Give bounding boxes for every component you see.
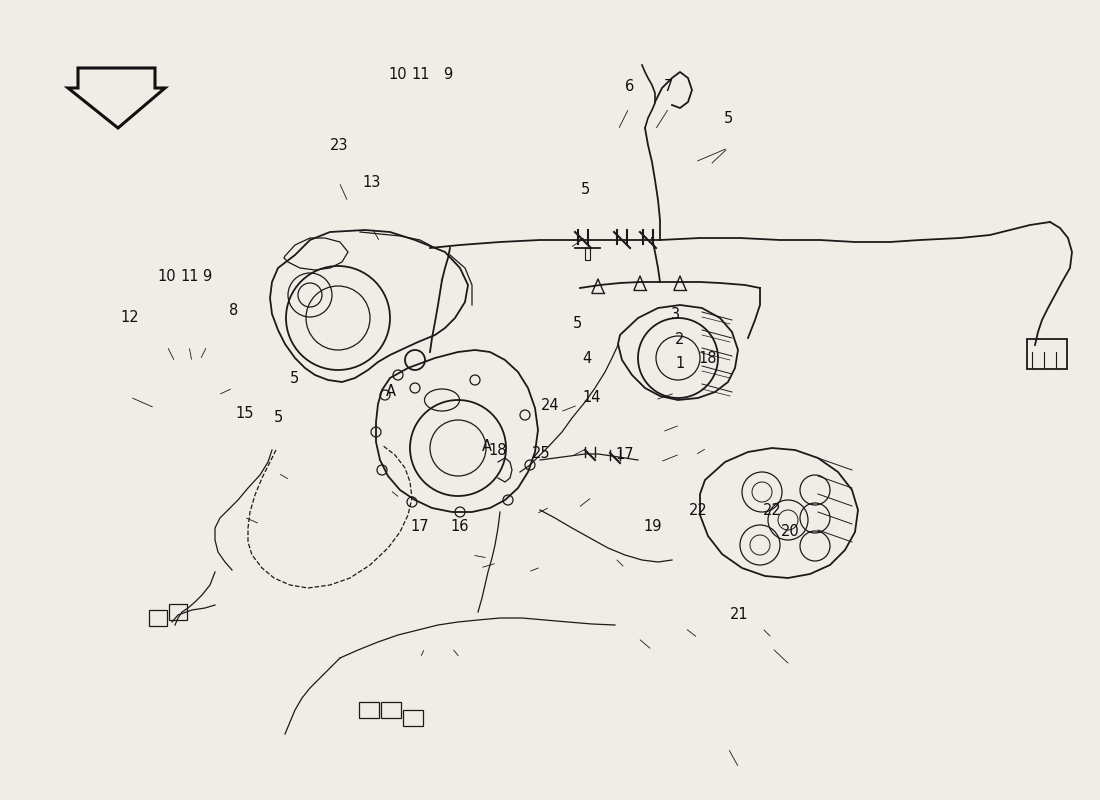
Text: 10: 10	[158, 270, 176, 284]
Text: A: A	[385, 385, 396, 399]
Text: 22: 22	[762, 503, 782, 518]
Text: 24: 24	[541, 398, 559, 413]
Text: 25: 25	[532, 446, 550, 461]
Text: 10: 10	[389, 67, 407, 82]
Text: 18: 18	[488, 443, 506, 458]
Text: 4: 4	[583, 351, 592, 366]
Text: 1: 1	[675, 357, 684, 371]
Text: 23: 23	[330, 138, 348, 153]
Text: 19: 19	[644, 519, 661, 534]
Text: 21: 21	[730, 607, 748, 622]
Text: 17: 17	[616, 447, 634, 462]
Text: 9: 9	[202, 270, 211, 284]
Text: 13: 13	[363, 175, 381, 190]
Text: 11: 11	[180, 270, 198, 284]
Text: 16: 16	[451, 519, 469, 534]
Text: 15: 15	[235, 406, 253, 421]
Text: 20: 20	[780, 525, 800, 539]
Text: 5: 5	[274, 410, 283, 425]
Text: 3: 3	[671, 307, 680, 322]
Text: 8: 8	[229, 303, 238, 318]
Text: A: A	[482, 439, 493, 454]
Text: 2: 2	[675, 333, 684, 347]
Text: 14: 14	[583, 390, 601, 405]
Text: 7: 7	[664, 79, 673, 94]
Text: 5: 5	[581, 182, 590, 197]
Text: 22: 22	[689, 503, 708, 518]
Text: 17: 17	[411, 519, 429, 534]
Text: 5: 5	[290, 371, 299, 386]
Text: 18: 18	[698, 351, 716, 366]
Text: 9: 9	[443, 67, 452, 82]
Text: 5: 5	[724, 111, 733, 126]
Text: 5: 5	[573, 317, 582, 331]
Text: 6: 6	[625, 79, 634, 94]
Text: 11: 11	[411, 67, 429, 82]
Text: 12: 12	[121, 310, 139, 325]
